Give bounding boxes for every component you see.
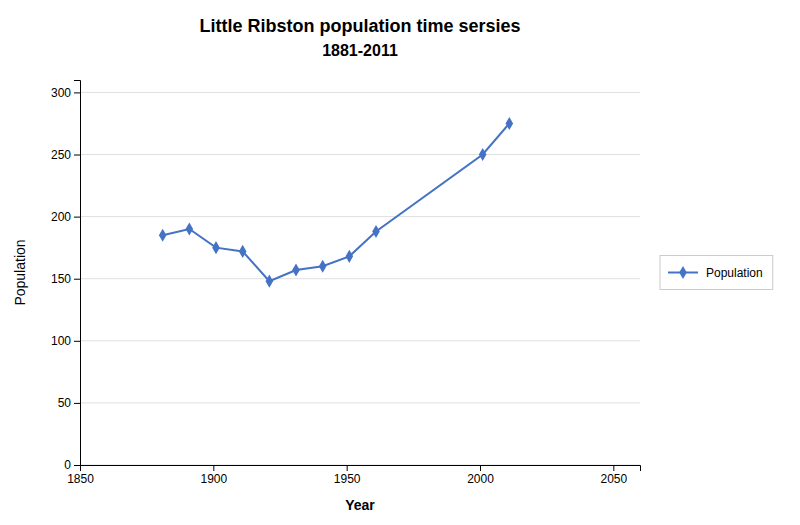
y-tick-mark xyxy=(74,465,80,466)
x-tick: 2050 xyxy=(600,465,627,486)
grid-line xyxy=(80,340,640,341)
grid-line xyxy=(80,402,640,403)
x-tick: 1950 xyxy=(334,465,361,486)
x-tick-label: 1850 xyxy=(67,472,94,486)
x-tick-mark xyxy=(347,465,348,471)
y-tick-label: 0 xyxy=(64,458,71,472)
grid xyxy=(80,92,640,465)
line xyxy=(163,123,510,281)
marker xyxy=(239,245,247,258)
x-axis-line xyxy=(81,466,641,472)
y-tick-label: 250 xyxy=(51,148,71,162)
plot-area: 1850 1900 1950 2000 2050 0 50 100 150 200 250 300 Ye… xyxy=(12,81,641,514)
y-tick-mark xyxy=(74,403,80,404)
chart: Little Ribston population time sersies 18… xyxy=(0,0,800,525)
y-axis-line xyxy=(74,81,81,466)
legend-label: Population xyxy=(706,266,763,280)
marker xyxy=(506,117,514,130)
marker xyxy=(319,260,327,273)
marker xyxy=(159,229,167,242)
marker xyxy=(292,263,300,276)
grid-line xyxy=(80,278,640,279)
y-tick: 50 xyxy=(58,396,80,410)
y-tick: 0 xyxy=(64,458,80,472)
y-axis: 0 50 100 150 200 250 300 xyxy=(51,81,81,473)
title: Little Ribston population time sersies xyxy=(199,16,520,36)
x-tick-label: 2050 xyxy=(600,472,627,486)
y-tick: 200 xyxy=(51,210,80,224)
y-tick: 300 xyxy=(51,86,80,100)
x-axis-title: Year xyxy=(345,497,375,513)
y-tick-label: 300 xyxy=(51,86,71,100)
marker xyxy=(346,250,354,263)
marker xyxy=(479,148,487,161)
y-tick: 150 xyxy=(51,272,80,286)
x-tick-label: 1900 xyxy=(200,472,227,486)
x-tick: 2000 xyxy=(467,465,494,486)
x-tick-mark xyxy=(480,465,481,471)
legend: Population xyxy=(660,256,773,290)
y-tick-mark xyxy=(74,155,80,156)
y-tick-mark xyxy=(74,279,80,280)
y-tick-mark xyxy=(74,92,80,93)
marker xyxy=(266,275,274,288)
grid-line xyxy=(80,216,640,217)
legend-box xyxy=(660,256,773,290)
y-tick: 100 xyxy=(51,334,80,348)
grid-line xyxy=(80,92,640,93)
legend-marker xyxy=(679,266,687,279)
y-tick-mark xyxy=(74,341,80,342)
grid-line xyxy=(80,154,640,155)
y-tick-label: 100 xyxy=(51,334,71,348)
marker xyxy=(212,241,220,254)
y-tick-mark xyxy=(74,217,80,218)
x-tick: 1850 xyxy=(67,465,94,486)
y-tick: 250 xyxy=(51,148,80,162)
x-tick-label: 2000 xyxy=(467,472,494,486)
x-tick-mark xyxy=(613,465,614,471)
x-axis: 1850 1900 1950 2000 2050 xyxy=(67,465,640,486)
marker xyxy=(186,222,194,235)
marker xyxy=(372,225,380,238)
y-tick-label: 50 xyxy=(58,396,72,410)
x-tick-mark xyxy=(213,465,214,471)
subtitle: 1881-2011 xyxy=(322,42,398,59)
y-tick-label: 200 xyxy=(51,210,71,224)
y-tick-label: 150 xyxy=(51,272,71,286)
series-group xyxy=(159,117,513,288)
x-tick-label: 1950 xyxy=(334,472,361,486)
y-axis-title: Population xyxy=(12,239,28,305)
x-tick: 1900 xyxy=(200,465,227,486)
